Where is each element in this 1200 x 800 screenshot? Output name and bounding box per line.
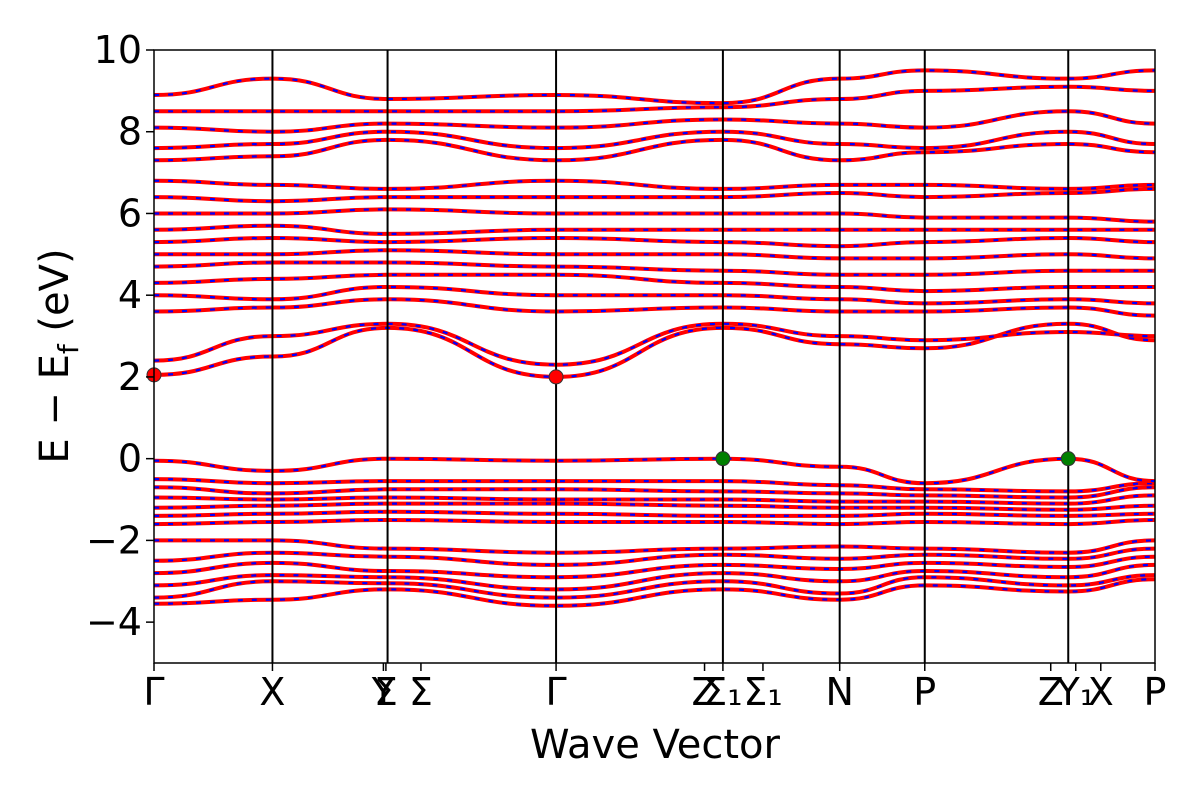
vbm-marker-y1 — [1060, 451, 1076, 467]
x-tick-label: N — [825, 670, 853, 714]
x-tick-label: Γ — [143, 670, 164, 714]
y-axis-ticks: −4 −2 0 2 4 6 8 10 — [86, 28, 154, 644]
band-line — [154, 260, 1155, 277]
x-tick-label: Y₁ — [1056, 670, 1095, 714]
band-line-dash — [154, 208, 1155, 223]
x-tick-label: Σ₁ — [703, 670, 742, 714]
band-line — [154, 517, 1155, 527]
band-line-dash — [154, 298, 1155, 317]
high-symmetry-lines — [271, 50, 1070, 663]
band-line — [154, 538, 1155, 555]
band-line — [154, 272, 1155, 294]
vbm-marker-sigma1 — [715, 451, 731, 467]
band-line — [154, 178, 1155, 191]
band-line — [154, 321, 1155, 367]
y-tick-label: −4 — [86, 600, 142, 644]
x-tick-label: Y — [371, 670, 396, 714]
band-line-dash — [154, 478, 1155, 493]
band-line-dash — [154, 138, 1155, 162]
band-line-dash — [154, 285, 1155, 305]
band-line — [154, 186, 1155, 204]
band-line-dash — [154, 486, 1155, 499]
band-line — [154, 493, 1155, 506]
band-line — [154, 84, 1155, 114]
x-tick-label: Z — [1038, 670, 1064, 714]
band-line-dash — [154, 322, 1155, 379]
band-line-dash — [154, 110, 1155, 133]
band-line — [154, 509, 1155, 518]
y-tick-label: 2 — [118, 355, 142, 399]
band-line-dash — [154, 187, 1155, 203]
band-line-dash — [154, 69, 1155, 105]
band-line-dash — [154, 249, 1155, 260]
plot-frame — [153, 49, 1156, 664]
band-line-dash — [154, 555, 1155, 579]
x-axis-title: Wave Vector — [530, 722, 781, 768]
band-line — [154, 456, 1155, 486]
band-line-dash — [154, 574, 1155, 599]
y-tick-label: 6 — [118, 191, 142, 235]
band-line — [154, 207, 1155, 224]
extrema-markers — [146, 367, 1076, 467]
x-tick-label: X — [1088, 670, 1114, 714]
x-tick-label: Σ₁ — [743, 670, 782, 714]
band-line — [154, 223, 1155, 236]
y-tick-label: 0 — [118, 437, 142, 481]
y-axis-title: E − Ef (eV) — [32, 248, 85, 463]
band-line-dash — [154, 539, 1155, 554]
band-line-dash — [154, 130, 1155, 150]
y-tick-label: −2 — [86, 518, 142, 562]
x-tick-label: Γ — [545, 670, 566, 714]
band-line-dash — [154, 547, 1155, 567]
band-line-dash — [154, 578, 1155, 607]
x-tick-label: X — [259, 670, 285, 714]
band-line — [154, 109, 1155, 134]
y-tick-label: 10 — [94, 28, 142, 72]
band-line — [154, 562, 1155, 592]
x-tick-label: P — [1144, 670, 1167, 714]
x-tick-label: Σ — [374, 670, 398, 714]
band-line — [154, 321, 1155, 379]
x-tick-label: Z — [692, 670, 718, 714]
band-line-dash — [154, 179, 1155, 191]
band-line-dash — [154, 502, 1155, 511]
band-line-dash — [154, 273, 1155, 293]
y-tick-label: 8 — [118, 110, 142, 154]
x-tick-label: P — [913, 670, 936, 714]
band-line-dash — [154, 224, 1155, 236]
band-line — [154, 235, 1155, 249]
x-tick-label: Σ — [409, 670, 433, 714]
y-tick-label: 4 — [118, 273, 142, 317]
band-line — [154, 248, 1155, 261]
cbm-marker-gamma — [548, 369, 564, 385]
band-lines — [154, 68, 1155, 608]
